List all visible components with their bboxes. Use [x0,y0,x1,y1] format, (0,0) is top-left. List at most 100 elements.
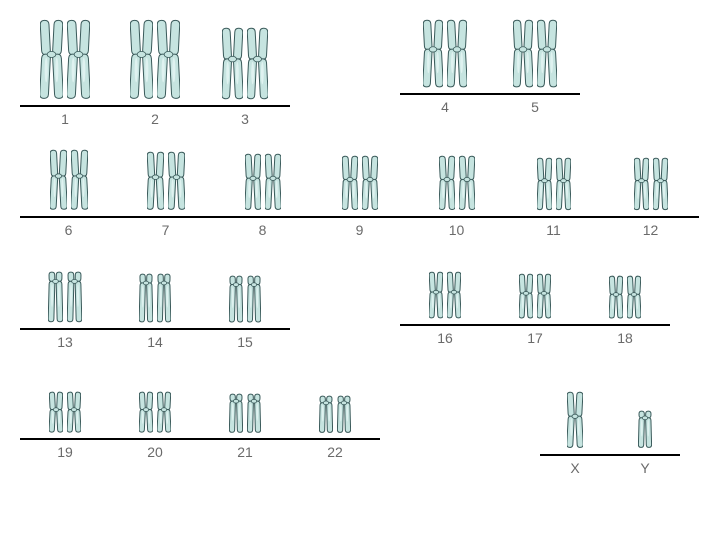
chromosome-group: 123 [20,18,290,127]
chromosome-icon [513,18,533,91]
chromosome-icon [247,392,261,436]
chromosome-pair [602,156,699,214]
group-labels: 123 [20,111,290,127]
chromosome-pair [110,18,200,103]
group-underline [20,328,290,330]
group-labels: XY [540,460,680,476]
chromosome-icon [67,390,81,436]
group-underline [540,454,680,456]
chromosome-pair [20,148,117,214]
chromosome-pair [200,274,290,326]
chromosome-label: 15 [200,334,290,350]
group-pairs [20,390,380,436]
group-pairs [400,270,670,322]
chromosome-icon [49,390,63,436]
chromosome-pair [505,156,602,214]
chromosome-group: 45 [400,18,580,115]
chromosome-icon [362,154,378,214]
chromosome-icon [247,274,261,326]
chromosome-icon [519,272,533,322]
chromosome-icon [71,148,88,214]
chromosome-icon [439,154,455,214]
group-pairs [20,148,699,214]
chromosome-label: 21 [200,444,290,460]
group-underline [400,93,580,95]
chromosome-group: XY [540,390,680,476]
chromosome-label: 1 [20,111,110,127]
chromosome-pair [580,274,670,322]
chromosome-icon [139,272,153,326]
chromosome-label: 7 [117,222,214,238]
chromosome-icon [609,274,623,322]
chromosome-group: 6789101112 [20,148,699,238]
chromosome-icon [147,150,164,214]
chromosome-label: 8 [214,222,311,238]
chromosome-icon [537,18,557,91]
chromosome-icon [265,152,281,214]
chromosome-icon [67,270,82,326]
chromosome-label: 4 [400,99,490,115]
group-labels: 131415 [20,334,290,350]
chromosome-icon [537,272,551,322]
chromosome-icon [319,394,333,436]
chromosome-pair [20,390,110,436]
chromosome-pair [400,270,490,322]
chromosome-pair [117,150,214,214]
chromosome-label: X [540,460,610,476]
chromosome-group: 131415 [20,270,290,350]
chromosome-label: 20 [110,444,200,460]
chromosome-label: 22 [290,444,380,460]
chromosome-pair [110,390,200,436]
chromosome-pair [214,152,311,214]
chromosome-icon [459,154,475,214]
chromosome-icon [447,270,461,322]
chromosome-label: 18 [580,330,670,346]
chromosome-icon [342,154,358,214]
chromosome-icon [337,394,351,436]
chromosome-pair [540,390,610,452]
chromosome-pair [400,18,490,91]
chromosome-pair [20,270,110,326]
chromosome-icon [429,270,443,322]
chromosome-label: 9 [311,222,408,238]
chromosome-label: Y [610,460,680,476]
chromosome-pair [490,272,580,322]
chromosome-label: 14 [110,334,200,350]
chromosome-icon [229,274,243,326]
chromosome-label: 16 [400,330,490,346]
chromosome-icon [157,18,180,103]
chromosome-icon [130,18,153,103]
chromosome-pair [290,394,380,436]
chromosome-label: 10 [408,222,505,238]
chromosome-label: 17 [490,330,580,346]
chromosome-icon [229,392,243,436]
chromosome-icon [634,156,649,214]
chromosome-icon [67,18,90,103]
chromosome-pair [200,392,290,436]
chromosome-icon [653,156,668,214]
chromosome-pair [490,18,580,91]
chromosome-group: 161718 [400,270,670,346]
chromosome-icon [168,150,185,214]
chromosome-label: 19 [20,444,110,460]
chromosome-label: 3 [200,111,290,127]
group-pairs [20,270,290,326]
chromosome-icon [247,26,268,103]
chromosome-pair [200,26,290,103]
chromosome-label: 11 [505,222,602,238]
chromosome-group: 19202122 [20,390,380,460]
chromosome-label: 13 [20,334,110,350]
chromosome-pair [610,409,680,451]
chromosome-icon [48,270,63,326]
group-labels: 45 [400,99,580,115]
chromosome-pair [20,18,110,103]
group-pairs [540,390,680,452]
group-labels: 19202122 [20,444,380,460]
chromosome-icon [447,18,467,91]
chromosome-pair [110,272,200,326]
chromosome-label: 5 [490,99,580,115]
chromosome-icon [40,18,63,103]
chromosome-label: 12 [602,222,699,238]
group-underline [20,105,290,107]
chromosome-icon [222,26,243,103]
